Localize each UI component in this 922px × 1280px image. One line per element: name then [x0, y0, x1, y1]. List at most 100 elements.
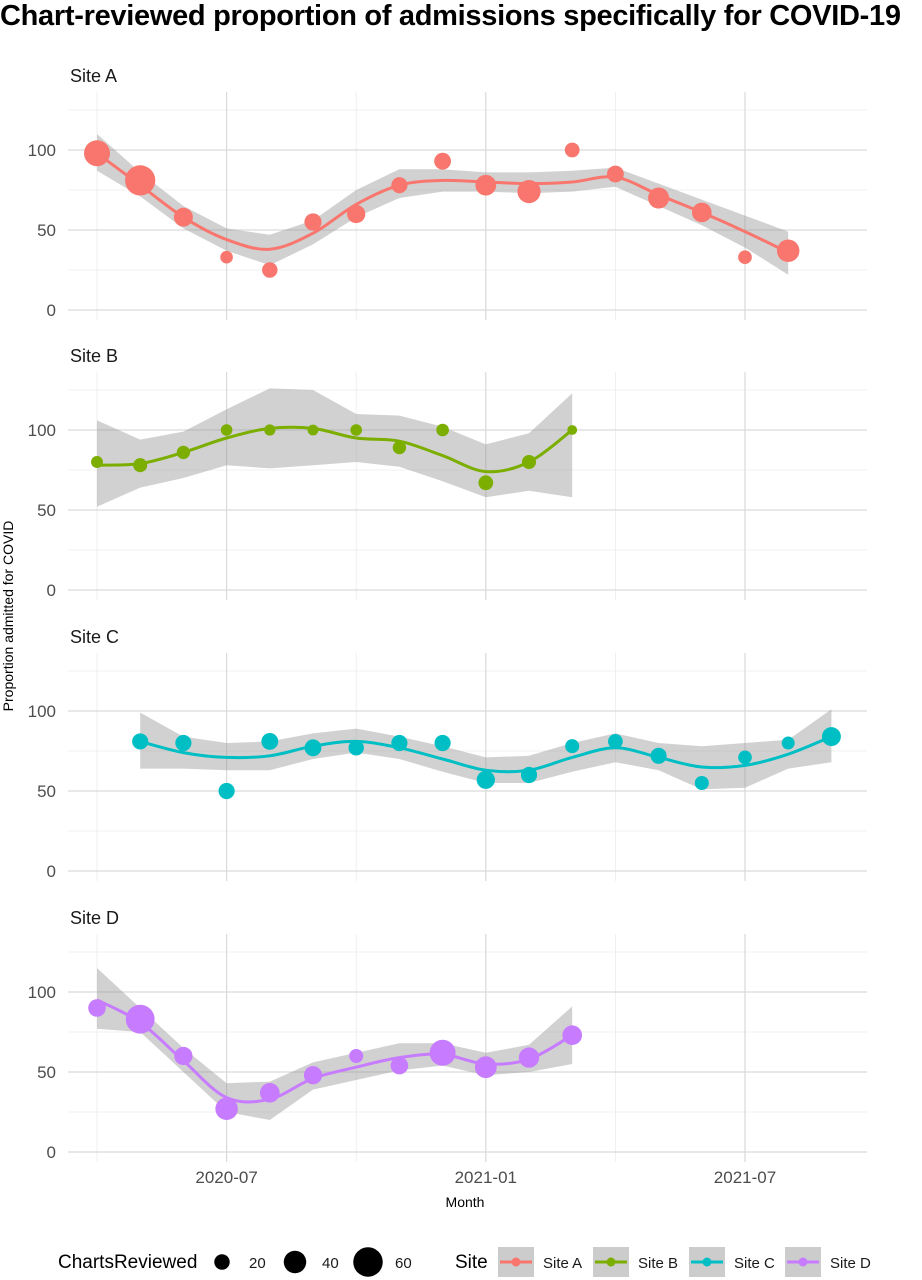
- data-point: [562, 1025, 583, 1046]
- data-point: [303, 1066, 323, 1085]
- x-axis: 2020-07 2021-01 2021-07: [195, 1168, 776, 1187]
- facet-strip-label: Site B: [70, 346, 118, 366]
- y-tick-label: 100: [28, 141, 56, 160]
- facet-strip-label: Site C: [70, 627, 119, 647]
- data-point: [84, 140, 110, 167]
- y-tick-label: 100: [28, 983, 56, 1002]
- data-point: [434, 734, 451, 752]
- data-point: [738, 750, 752, 765]
- data-point: [434, 152, 452, 170]
- data-point: [520, 766, 538, 784]
- data-point: [474, 1056, 497, 1079]
- data-point: [261, 732, 279, 750]
- data-point: [517, 180, 541, 204]
- data-point: [608, 734, 623, 749]
- chart-title: Chart-reviewed proportion of admissions …: [0, 0, 901, 32]
- data-point: [564, 142, 580, 158]
- data-point: [132, 733, 149, 750]
- data-point: [176, 445, 191, 460]
- legend-size-title: ChartsReviewed: [58, 1252, 197, 1273]
- data-point: [91, 456, 103, 468]
- data-point: [475, 174, 497, 196]
- facet-site-c: Site C 0 50 100: [28, 627, 867, 881]
- data-point: [220, 250, 233, 264]
- data-point: [476, 770, 495, 789]
- y-tick-label: 50: [37, 221, 56, 240]
- facet-site-a: Site A 0 50 100: [28, 66, 867, 320]
- legend: ChartsReviewed 20 40 60 Site Site A Site B Site…: [58, 1247, 871, 1277]
- data-point: [521, 454, 537, 470]
- legend-color-key-point: [511, 1257, 521, 1267]
- data-point: [648, 187, 670, 209]
- data-point: [390, 1056, 409, 1075]
- x-axis-title: Month: [446, 1194, 485, 1210]
- smooth-line: [96, 151, 789, 254]
- data-point: [691, 202, 712, 223]
- data-point: [518, 1047, 540, 1068]
- data-point: [436, 423, 449, 437]
- smooth-line: [139, 735, 832, 774]
- data-point: [133, 458, 148, 473]
- data-point: [259, 1082, 280, 1103]
- confidence-band: [97, 968, 573, 1120]
- data-point: [218, 782, 235, 800]
- x-tick-label: 2021-07: [714, 1168, 776, 1187]
- data-point: [349, 1048, 364, 1064]
- data-point: [173, 207, 193, 227]
- data-point: [220, 424, 233, 436]
- data-point: [478, 475, 494, 491]
- y-tick-label: 50: [37, 1063, 56, 1082]
- y-tick-label: 0: [47, 862, 56, 881]
- y-axis-title: Proportion admitted for COVID: [0, 521, 16, 712]
- data-point: [781, 736, 795, 750]
- legend-color-key-point: [606, 1257, 616, 1267]
- legend-color-label: Site B: [638, 1255, 678, 1272]
- data-point: [262, 262, 278, 278]
- data-point: [738, 250, 752, 265]
- legend-size-key: [353, 1247, 383, 1277]
- y-tick-label: 100: [28, 421, 56, 440]
- facet-site-b: Site B 0 50 100: [28, 346, 867, 600]
- data-point: [264, 424, 276, 436]
- data-point: [391, 177, 408, 194]
- y-tick-label: 50: [37, 782, 56, 801]
- data-point: [565, 739, 580, 754]
- y-tick-label: 50: [37, 501, 56, 520]
- data-point: [392, 440, 407, 455]
- legend-color-key-point: [798, 1257, 808, 1267]
- legend-color-label: Site A: [543, 1255, 582, 1272]
- data-point: [606, 165, 624, 183]
- legend-size-key: [283, 1250, 307, 1274]
- data-point: [215, 1097, 238, 1121]
- data-point: [125, 1004, 155, 1034]
- data-point: [304, 739, 322, 757]
- data-point: [567, 425, 578, 435]
- data-point: [391, 734, 408, 752]
- legend-color-key-point: [702, 1257, 712, 1267]
- data-point: [821, 727, 841, 747]
- legend-size-label: 60: [395, 1255, 412, 1272]
- data-point: [307, 424, 319, 436]
- data-point: [429, 1039, 456, 1066]
- data-point: [125, 165, 156, 196]
- y-tick-label: 0: [47, 581, 56, 600]
- data-point: [350, 424, 362, 436]
- facet-strip-label: Site A: [70, 66, 117, 86]
- data-point: [650, 747, 667, 764]
- data-point: [347, 204, 366, 224]
- x-tick-label: 2020-07: [195, 1168, 257, 1187]
- confidence-band: [140, 709, 832, 790]
- legend-color-label: Site D: [830, 1255, 871, 1272]
- data-point: [175, 734, 192, 752]
- data-point: [174, 1046, 193, 1066]
- facet-site-d: Site D 0 50 100: [28, 908, 867, 1162]
- legend-size-key: [214, 1254, 230, 1270]
- confidence-band: [97, 388, 573, 507]
- x-tick-label: 2021-01: [455, 1168, 517, 1187]
- y-tick-label: 100: [28, 702, 56, 721]
- data-point: [776, 239, 800, 263]
- legend-color-label: Site C: [734, 1255, 775, 1272]
- y-tick-label: 0: [47, 301, 56, 320]
